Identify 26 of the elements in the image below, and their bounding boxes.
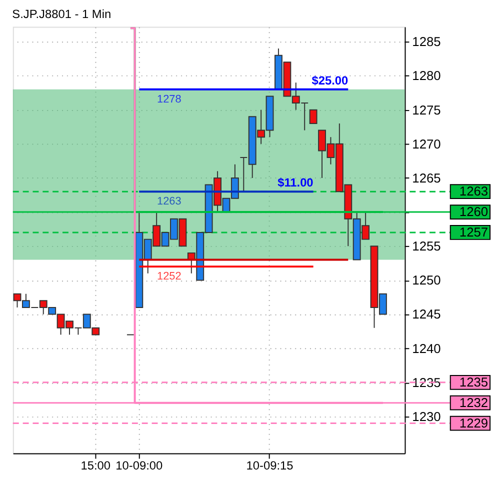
x-tick-label: 10-09:00 — [116, 458, 164, 473]
series-label: 1263 — [157, 196, 182, 208]
y-tick-label: 1270 — [412, 136, 441, 152]
ref-line-label: 1235 — [459, 374, 488, 390]
ref-line-label: 1229 — [459, 415, 488, 430]
annotation: $25.00 — [312, 73, 349, 88]
series-label: 1278 — [157, 93, 182, 106]
series-label: 1252 — [157, 270, 182, 282]
x-tick-label: 10-09:15 — [246, 458, 294, 473]
y-tick-label: 1275 — [412, 102, 441, 118]
x-tick-label: 15:00 — [80, 458, 111, 473]
y-tick-label: 1285 — [412, 34, 441, 50]
y-tick-label: 1240 — [412, 340, 441, 356]
y-tick-label: 1245 — [412, 306, 441, 322]
ref-line-label: 1232 — [459, 394, 488, 410]
y-tick-label: 1250 — [412, 272, 441, 288]
y-tick-label: 1230 — [412, 408, 441, 424]
y-tick-label: 1255 — [412, 238, 441, 254]
annotation: $11.00 — [278, 176, 314, 190]
ref-line-label: 1260 — [459, 204, 488, 220]
ref-line-label: 1257 — [459, 224, 488, 240]
y-tick-label: 1280 — [412, 68, 441, 84]
y-tick-label: 1265 — [412, 170, 441, 186]
chart-title: S.JP.J8801 - 1 Min — [12, 6, 112, 21]
ref-line-label: 1263 — [459, 184, 488, 199]
y-tick-label: 1235 — [412, 374, 441, 390]
